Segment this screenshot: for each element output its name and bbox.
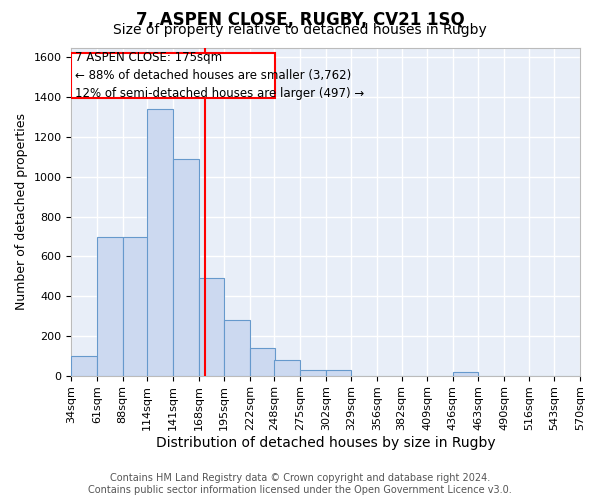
Bar xyxy=(71,356,97,376)
Bar xyxy=(453,372,478,376)
Bar xyxy=(250,348,275,376)
Bar xyxy=(224,320,250,376)
X-axis label: Distribution of detached houses by size in Rugby: Distribution of detached houses by size … xyxy=(156,436,496,450)
Text: Contains HM Land Registry data © Crown copyright and database right 2024.
Contai: Contains HM Land Registry data © Crown c… xyxy=(88,474,512,495)
Bar xyxy=(274,360,300,376)
Text: 7, ASPEN CLOSE, RUGBY, CV21 1SQ: 7, ASPEN CLOSE, RUGBY, CV21 1SQ xyxy=(136,12,464,30)
Text: Size of property relative to detached houses in Rugby: Size of property relative to detached ho… xyxy=(113,23,487,37)
Bar xyxy=(199,278,224,376)
Bar xyxy=(148,109,173,376)
Y-axis label: Number of detached properties: Number of detached properties xyxy=(15,113,28,310)
Text: 7 ASPEN CLOSE: 175sqm
← 88% of detached houses are smaller (3,762)
12% of semi-d: 7 ASPEN CLOSE: 175sqm ← 88% of detached … xyxy=(75,52,364,100)
Bar xyxy=(326,370,352,376)
Bar xyxy=(173,159,199,376)
Bar xyxy=(300,370,326,376)
Bar xyxy=(122,238,148,376)
Bar xyxy=(97,238,122,376)
Bar xyxy=(71,54,275,98)
